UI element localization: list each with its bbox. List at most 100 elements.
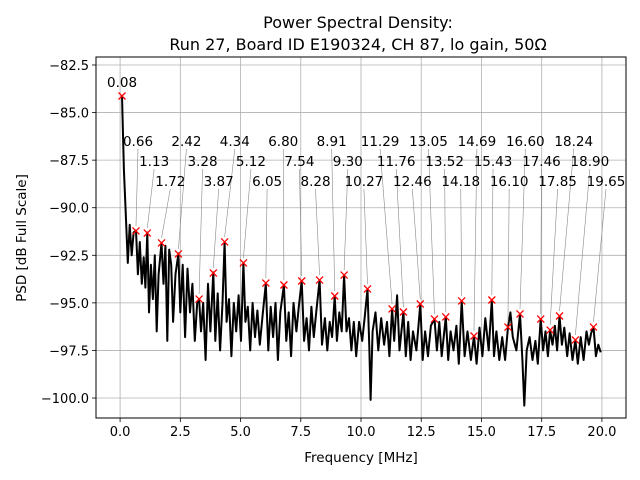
peak-x-stroke — [571, 336, 580, 344]
peak-marker — [555, 312, 564, 320]
peak-leader-line — [559, 148, 575, 312]
y-tick-label: −100.0 — [41, 392, 89, 407]
peak-label: 2.42 — [171, 134, 201, 150]
peak-leader-line — [282, 148, 285, 280]
x-tick-label: 0.0 — [110, 425, 131, 440]
y-axis-label: PSD [dB Full Scale] — [14, 174, 30, 302]
peak-x-stroke — [536, 315, 545, 324]
peak-label: 8.91 — [317, 134, 347, 150]
y-tick-label: −82.5 — [49, 59, 89, 74]
peak-leader-line — [460, 188, 463, 296]
peak-leader-line — [315, 188, 320, 276]
peak-label: 12.46 — [393, 174, 432, 190]
peak-label: 16.60 — [506, 134, 545, 150]
peak-marker — [132, 226, 140, 235]
peak-x-stroke — [416, 300, 425, 308]
peak-leader-lines — [135, 148, 607, 336]
peak-label: 1.13 — [139, 154, 169, 170]
peak-marker — [340, 271, 349, 280]
x-tick-label: 17.5 — [527, 425, 556, 440]
peak-marker — [536, 315, 545, 324]
peak-label: 0.66 — [123, 134, 153, 150]
peak-label: 5.12 — [236, 154, 266, 170]
peak-leader-line — [519, 148, 526, 309]
peak-label: 4.34 — [220, 134, 250, 150]
peak-marker — [470, 332, 478, 340]
x-tick-label: 12.5 — [407, 425, 436, 440]
peak-marker — [589, 323, 598, 331]
peak-label: 19.65 — [587, 174, 626, 190]
peak-leader-line — [473, 148, 478, 331]
x-axis-ticks: 0.0 2.5 5.0 7.5 10.0 12.5 15.0 17.5 20.0 — [110, 418, 616, 440]
peak-label: 3.87 — [204, 174, 234, 190]
peak-label: 14.18 — [441, 174, 480, 190]
peak-x-stroke — [279, 281, 288, 289]
peak-leader-line — [135, 148, 139, 226]
peak-marker — [430, 315, 439, 324]
peak-leader-line — [575, 168, 591, 336]
peak-marker — [416, 300, 425, 308]
peak-x-stroke — [239, 258, 248, 267]
peak-marker — [195, 295, 204, 304]
peak-marker — [388, 304, 397, 313]
peak-label: 11.76 — [377, 154, 416, 170]
peak-leader-line — [198, 168, 203, 295]
peak-label: 17.85 — [538, 174, 577, 190]
x-tick-label: 2.5 — [170, 425, 191, 440]
x-tick-label: 7.5 — [290, 425, 311, 440]
x-tick-label: 15.0 — [467, 425, 496, 440]
peak-marker — [571, 336, 580, 344]
x-tick-label: 20.0 — [587, 425, 616, 440]
grid — [96, 57, 626, 418]
peak-marker — [261, 279, 270, 288]
peak-leader-line — [363, 188, 368, 284]
peak-label: 18.90 — [571, 154, 610, 170]
y-tick-label: −92.5 — [49, 249, 89, 264]
peak-label: 13.05 — [409, 134, 448, 150]
peak-x-stroke — [174, 250, 183, 258]
peak-leader-line — [265, 188, 268, 279]
peak-label: 6.80 — [268, 134, 298, 150]
peak-marker — [363, 285, 372, 293]
peak-x-stroke — [589, 323, 598, 331]
peak-label: 0.08 — [107, 75, 137, 91]
y-axis-ticks: −82.5 −85.0 −87.5 −90.0 −92.5 −95.0 −97.5 −100.… — [41, 59, 96, 407]
peak-marker — [174, 250, 183, 258]
peak-marker — [297, 277, 306, 285]
peak-leader-line — [379, 148, 393, 304]
peak-label: 9.30 — [333, 154, 363, 170]
x-tick-label: 10.0 — [347, 425, 376, 440]
peak-x-stroke — [546, 326, 555, 335]
peak-marker — [143, 229, 152, 237]
peak-marker — [441, 312, 450, 321]
peak-label: 11.29 — [361, 134, 400, 150]
axes-frame — [95, 56, 627, 419]
peak-x-stroke — [261, 279, 270, 288]
peak-label: 16.10 — [490, 174, 529, 190]
peak-marker — [487, 296, 496, 304]
peak-leader-line — [412, 188, 421, 300]
peak-x-stroke — [143, 229, 152, 237]
peak-x-stroke — [118, 92, 126, 100]
peak-marker — [516, 309, 524, 318]
peak-marker — [209, 269, 218, 277]
peak-x-stroke — [340, 271, 349, 280]
peak-marker — [279, 281, 288, 289]
peak-leader-line — [428, 148, 435, 315]
y-tick-label: −90.0 — [49, 202, 89, 217]
peak-leader-line — [178, 148, 187, 249]
peak-label: 10.27 — [345, 174, 384, 190]
peak-x-stroke — [330, 292, 339, 300]
peak-x-stroke — [315, 276, 324, 284]
peak-label: 6.05 — [252, 174, 282, 190]
peak-leader-line — [395, 168, 404, 308]
peak-leader-line — [224, 148, 236, 238]
peak-leader-line — [540, 168, 542, 315]
peak-x-stroke — [388, 304, 397, 313]
peak-label: 14.69 — [458, 134, 497, 150]
peak-x-stroke — [220, 238, 229, 246]
peak-label: 8.28 — [300, 174, 330, 190]
peak-label: 13.52 — [425, 154, 464, 170]
peak-x-stroke — [441, 312, 450, 321]
